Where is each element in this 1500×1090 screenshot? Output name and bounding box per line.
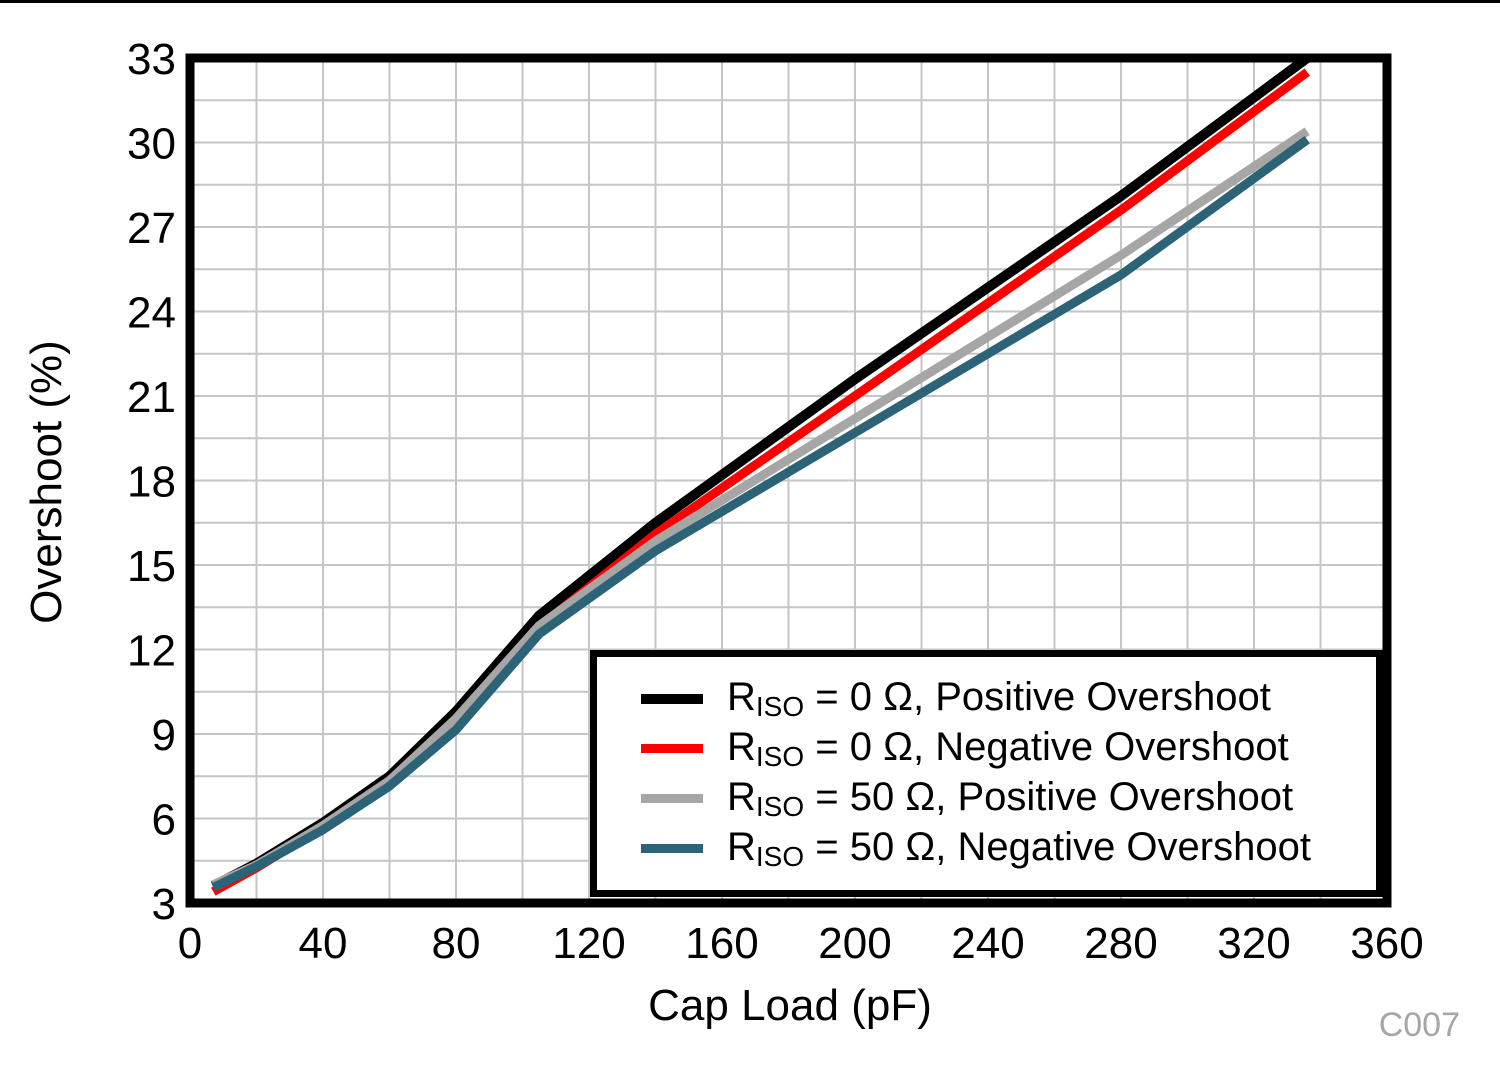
x-tick-label: 0 xyxy=(178,919,202,968)
x-tick-label: 200 xyxy=(818,919,891,968)
figure-code-label: C007 xyxy=(1378,1006,1460,1044)
legend-swatch-riso50-negative xyxy=(641,844,703,853)
y-axis-title: Overshoot (%) xyxy=(22,340,71,624)
y-tick-label: 21 xyxy=(127,373,176,422)
y-tick-label: 24 xyxy=(127,289,176,338)
y-tick-label: 3 xyxy=(152,880,176,929)
y-tick-label: 6 xyxy=(152,796,176,845)
x-tick-label: 320 xyxy=(1217,919,1290,968)
series-line-3 xyxy=(211,136,1310,892)
legend-swatch-riso0-negative xyxy=(641,744,703,753)
legend-item-riso50-negative: RISO = 50 Ω, Negative Overshoot xyxy=(597,824,1376,874)
y-tick-label: 30 xyxy=(127,120,176,169)
x-tick-label: 40 xyxy=(299,919,348,968)
legend-label-riso50-negative: RISO = 50 Ω, Negative Overshoot xyxy=(727,824,1311,872)
legend-label-riso0-negative: RISO = 0 Ω, Negative Overshoot xyxy=(727,724,1289,772)
legend-swatch-riso50-positive xyxy=(641,794,703,803)
legend-swatch-riso0-positive xyxy=(641,693,703,704)
figure-top-border xyxy=(0,0,1500,3)
y-tick-label: 9 xyxy=(152,711,176,760)
legend-item-riso50-positive: RISO = 50 Ω, Positive Overshoot xyxy=(597,774,1376,824)
x-tick-label: 360 xyxy=(1350,919,1423,968)
x-tick-label: 160 xyxy=(685,919,758,968)
x-axis-title: Cap Load (pF) xyxy=(648,981,932,1030)
legend-label-riso50-positive: RISO = 50 Ω, Positive Overshoot xyxy=(727,774,1294,822)
y-tick-label: 15 xyxy=(127,542,176,591)
y-tick-label: 33 xyxy=(127,35,176,84)
x-tick-label: 120 xyxy=(552,919,625,968)
legend-box: RISO = 0 Ω, Positive Overshoot RISO = 0 … xyxy=(590,650,1383,897)
legend-item-riso0-negative: RISO = 0 Ω, Negative Overshoot xyxy=(597,724,1376,774)
x-tick-label: 80 xyxy=(432,919,481,968)
legend-item-riso0-positive: RISO = 0 Ω, Positive Overshoot xyxy=(597,674,1376,724)
x-tick-label: 240 xyxy=(951,919,1024,968)
x-tick-label: 280 xyxy=(1084,919,1157,968)
legend-label-riso0-positive: RISO = 0 Ω, Positive Overshoot xyxy=(727,674,1271,722)
y-tick-label: 27 xyxy=(127,204,176,253)
y-tick-label: 12 xyxy=(127,627,176,676)
y-tick-label: 18 xyxy=(127,458,176,507)
plot-border xyxy=(185,53,1392,908)
